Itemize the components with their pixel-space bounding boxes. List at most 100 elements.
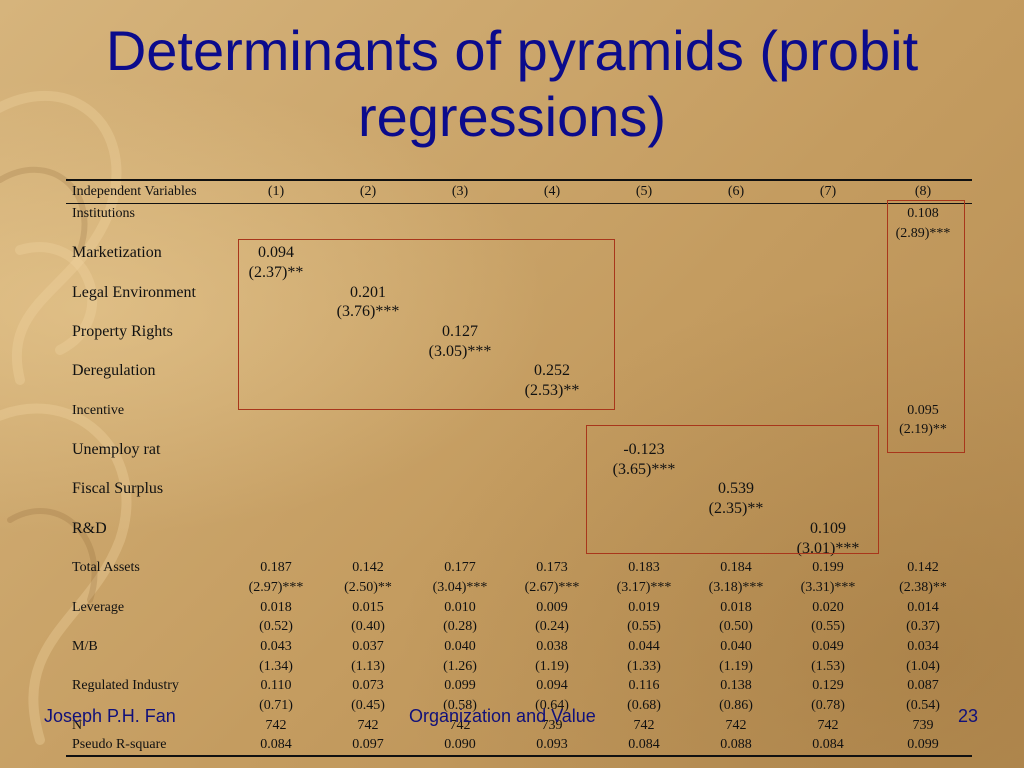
table-cell-model-8 xyxy=(874,519,972,539)
table-cell-model-7: (1.53) xyxy=(811,658,845,674)
table-cell-model-2: 0.142 xyxy=(352,560,384,576)
table-cell-model-6 xyxy=(690,224,782,244)
table-cell-model-4: (0.64) xyxy=(535,698,569,714)
table-cell-model-7 xyxy=(782,401,874,421)
slide-number: 23 xyxy=(958,706,979,726)
table-cell-model-1 xyxy=(230,421,322,441)
table-cell-model-1 xyxy=(230,342,322,362)
row-label xyxy=(66,460,230,480)
table-cell-model-6 xyxy=(690,539,782,559)
table-cell-model-1 xyxy=(230,480,322,500)
table-cell-model-6: 0.184 xyxy=(720,560,752,576)
table-cell-model-3: 0.099 xyxy=(444,678,476,694)
table-row: (2.53)** xyxy=(66,381,972,401)
row-label: Property Rights xyxy=(72,322,173,340)
table-cell-model-3 xyxy=(414,362,506,382)
table-cell-model-4 xyxy=(506,283,598,303)
table-cell-model-3 xyxy=(414,421,506,441)
header-model-6: (6) xyxy=(690,179,782,204)
table-cell-model-3 xyxy=(414,480,506,500)
table-cell-model-5: 742 xyxy=(633,717,655,733)
table-cell-model-5: 0.084 xyxy=(598,735,690,758)
table-cell-model-5: 0.044 xyxy=(628,638,660,654)
table-cell-model-5 xyxy=(598,499,690,519)
row-label: Total Assets xyxy=(72,560,140,576)
table-cell-model-7 xyxy=(782,224,874,244)
table-cell-model-6 xyxy=(690,440,782,460)
table-cell-model-4: 0.009 xyxy=(536,599,568,615)
table-cell-model-1 xyxy=(230,539,322,559)
header-model-8: (8) xyxy=(874,179,972,204)
table-cell-model-3: 0.127 xyxy=(442,322,478,340)
table-cell-model-3 xyxy=(414,440,506,460)
table-cell-model-8: 0.095 xyxy=(907,402,939,418)
table-cell-model-6 xyxy=(690,401,782,421)
table-cell-model-1: 0.018 xyxy=(260,599,292,615)
table-cell-model-7 xyxy=(782,381,874,401)
table-cell-model-1: (1.34) xyxy=(259,658,293,674)
table-cell-model-2 xyxy=(322,440,414,460)
table-row: Unemploy rat -0.123 xyxy=(66,440,972,460)
table-cell-model-6 xyxy=(690,421,782,441)
table-cell-model-2 xyxy=(322,224,414,244)
table-cell-model-2 xyxy=(322,204,414,224)
table-cell-model-8 xyxy=(874,460,972,480)
table-cell-model-4 xyxy=(506,263,598,283)
table-cell-model-3: (0.58) xyxy=(443,698,477,714)
table-row: (2.37)** xyxy=(66,263,972,283)
table-cell-model-2 xyxy=(322,480,414,500)
table-cell-model-7: 0.020 xyxy=(812,599,844,615)
table-cell-model-1: 0.043 xyxy=(260,638,292,654)
table-cell-model-1: 0.187 xyxy=(260,560,292,576)
table-cell-model-2 xyxy=(322,322,414,342)
table-cell-model-7 xyxy=(782,322,874,342)
table-cell-model-4 xyxy=(506,480,598,500)
table-cell-model-8: 0.014 xyxy=(907,599,939,615)
row-label: Marketization xyxy=(72,244,162,262)
table-cell-model-6: (1.19) xyxy=(719,658,753,674)
table-cell-model-2 xyxy=(322,263,414,283)
table-cell-model-5 xyxy=(598,204,690,224)
table-cell-model-7: (0.78) xyxy=(811,698,845,714)
table-row: Pseudo R-square 0.084 0.097 0.090 0.093 0.084… xyxy=(66,735,972,758)
table-cell-model-1: (2.97)*** xyxy=(248,579,304,595)
table-cell-model-1: (2.37)** xyxy=(248,263,304,281)
row-label xyxy=(66,499,230,519)
table-row: (1.34) (1.13) (1.26) (1.19) (1.33) (1.19) (1.5… xyxy=(66,657,972,677)
table-cell-model-5: (1.33) xyxy=(627,658,661,674)
table-cell-model-8 xyxy=(874,381,972,401)
table-cell-model-5: (3.65)*** xyxy=(612,460,676,478)
table-cell-model-1 xyxy=(230,362,322,382)
table-cell-model-6 xyxy=(690,322,782,342)
table-cell-model-8 xyxy=(874,362,972,382)
table-cell-model-6: (2.35)** xyxy=(708,500,764,518)
table-cell-model-8: 739 xyxy=(912,717,934,733)
table-cell-model-7 xyxy=(782,480,874,500)
table-cell-model-5 xyxy=(598,401,690,421)
table-cell-model-3: 0.177 xyxy=(444,560,476,576)
table-cell-model-4: (2.53)** xyxy=(524,382,580,400)
row-label: Deregulation xyxy=(72,362,156,380)
table-row: (3.65)*** xyxy=(66,460,972,480)
table-cell-model-3 xyxy=(414,243,506,263)
table-cell-model-3: 0.040 xyxy=(444,638,476,654)
table-cell-model-2 xyxy=(322,243,414,263)
table-cell-model-8 xyxy=(874,342,972,362)
table-cell-model-3 xyxy=(414,204,506,224)
table-cell-model-6: (3.18)*** xyxy=(708,579,764,595)
table-cell-model-2: 0.073 xyxy=(352,678,384,694)
table-cell-model-2: 0.037 xyxy=(352,638,384,654)
row-label xyxy=(66,421,230,441)
table-cell-model-8: (2.89)*** xyxy=(895,225,951,241)
table-row: (0.71) (0.45) (0.58) (0.64) (0.68) (0.86) (0.7… xyxy=(66,696,972,716)
table-cell-model-6 xyxy=(690,519,782,539)
table-cell-model-6: 0.018 xyxy=(720,599,752,615)
table-cell-model-4 xyxy=(506,204,598,224)
row-label xyxy=(66,342,230,362)
table-cell-model-7: 0.049 xyxy=(812,638,844,654)
table-cell-model-3 xyxy=(414,381,506,401)
table-cell-model-4: (0.24) xyxy=(535,619,569,635)
row-label xyxy=(66,539,230,559)
table-cell-model-3: 0.010 xyxy=(444,599,476,615)
table-cell-model-5: (0.55) xyxy=(627,619,661,635)
